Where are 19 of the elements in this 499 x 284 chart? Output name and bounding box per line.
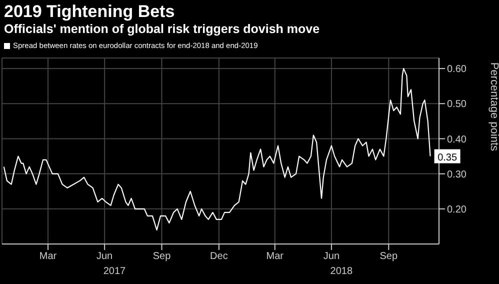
y-tick-label: 0.40 bbox=[447, 134, 467, 146]
x-tick-label: Dec bbox=[210, 251, 228, 262]
x-tick-label: Jun bbox=[323, 251, 340, 262]
data-label: 0.35 bbox=[438, 152, 458, 164]
y-tick-label: 0.60 bbox=[447, 64, 467, 76]
text: 2017 bbox=[102, 266, 127, 277]
x-tick-label: Mar bbox=[39, 251, 58, 262]
y-tick-label: 0.50 bbox=[447, 99, 467, 110]
x-tick-label: Mar bbox=[266, 251, 284, 262]
chart-title: 2019 Tightening Bets bbox=[4, 2, 175, 22]
line-series bbox=[3, 68, 431, 231]
x-tick-label: Sep bbox=[380, 251, 398, 262]
x-tick-label: Jun bbox=[96, 251, 113, 262]
chart-subtitle: Officials' mention of global risk triggers dovish move bbox=[4, 22, 320, 36]
y-tick-label: 0.30 bbox=[447, 169, 467, 180]
y-tick-label: 0.20 bbox=[447, 204, 467, 216]
x-tick-label: Sep bbox=[152, 251, 172, 262]
text: 2018 bbox=[329, 266, 354, 277]
y-axis-title: Percentage points bbox=[488, 62, 499, 152]
